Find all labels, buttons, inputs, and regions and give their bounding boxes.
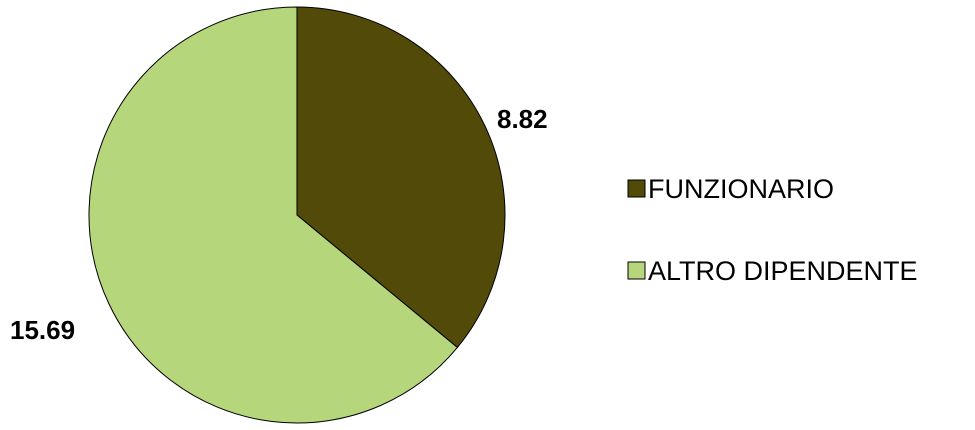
legend-swatch-funzionario	[627, 179, 646, 198]
legend: FUNZIONARIO ALTRO DIPENDENTE	[627, 174, 918, 286]
legend-label-funzionario: FUNZIONARIO	[648, 174, 834, 204]
legend-label-altro-dipendente: ALTRO DIPENDENTE	[648, 256, 918, 286]
pie-slice-altro-dipendente	[88, 6, 459, 424]
pie-slices	[88, 6, 506, 424]
pie-slice-funzionario	[296, 6, 506, 349]
legend-item-altro-dipendente: ALTRO DIPENDENTE	[627, 256, 918, 286]
slice-label-funzionario: 8.82	[497, 104, 548, 134]
legend-item-funzionario: FUNZIONARIO	[627, 174, 834, 204]
slice-label-altro-dipendente: 15.69	[10, 315, 75, 345]
legend-swatch-altro-dipendente	[627, 261, 646, 280]
